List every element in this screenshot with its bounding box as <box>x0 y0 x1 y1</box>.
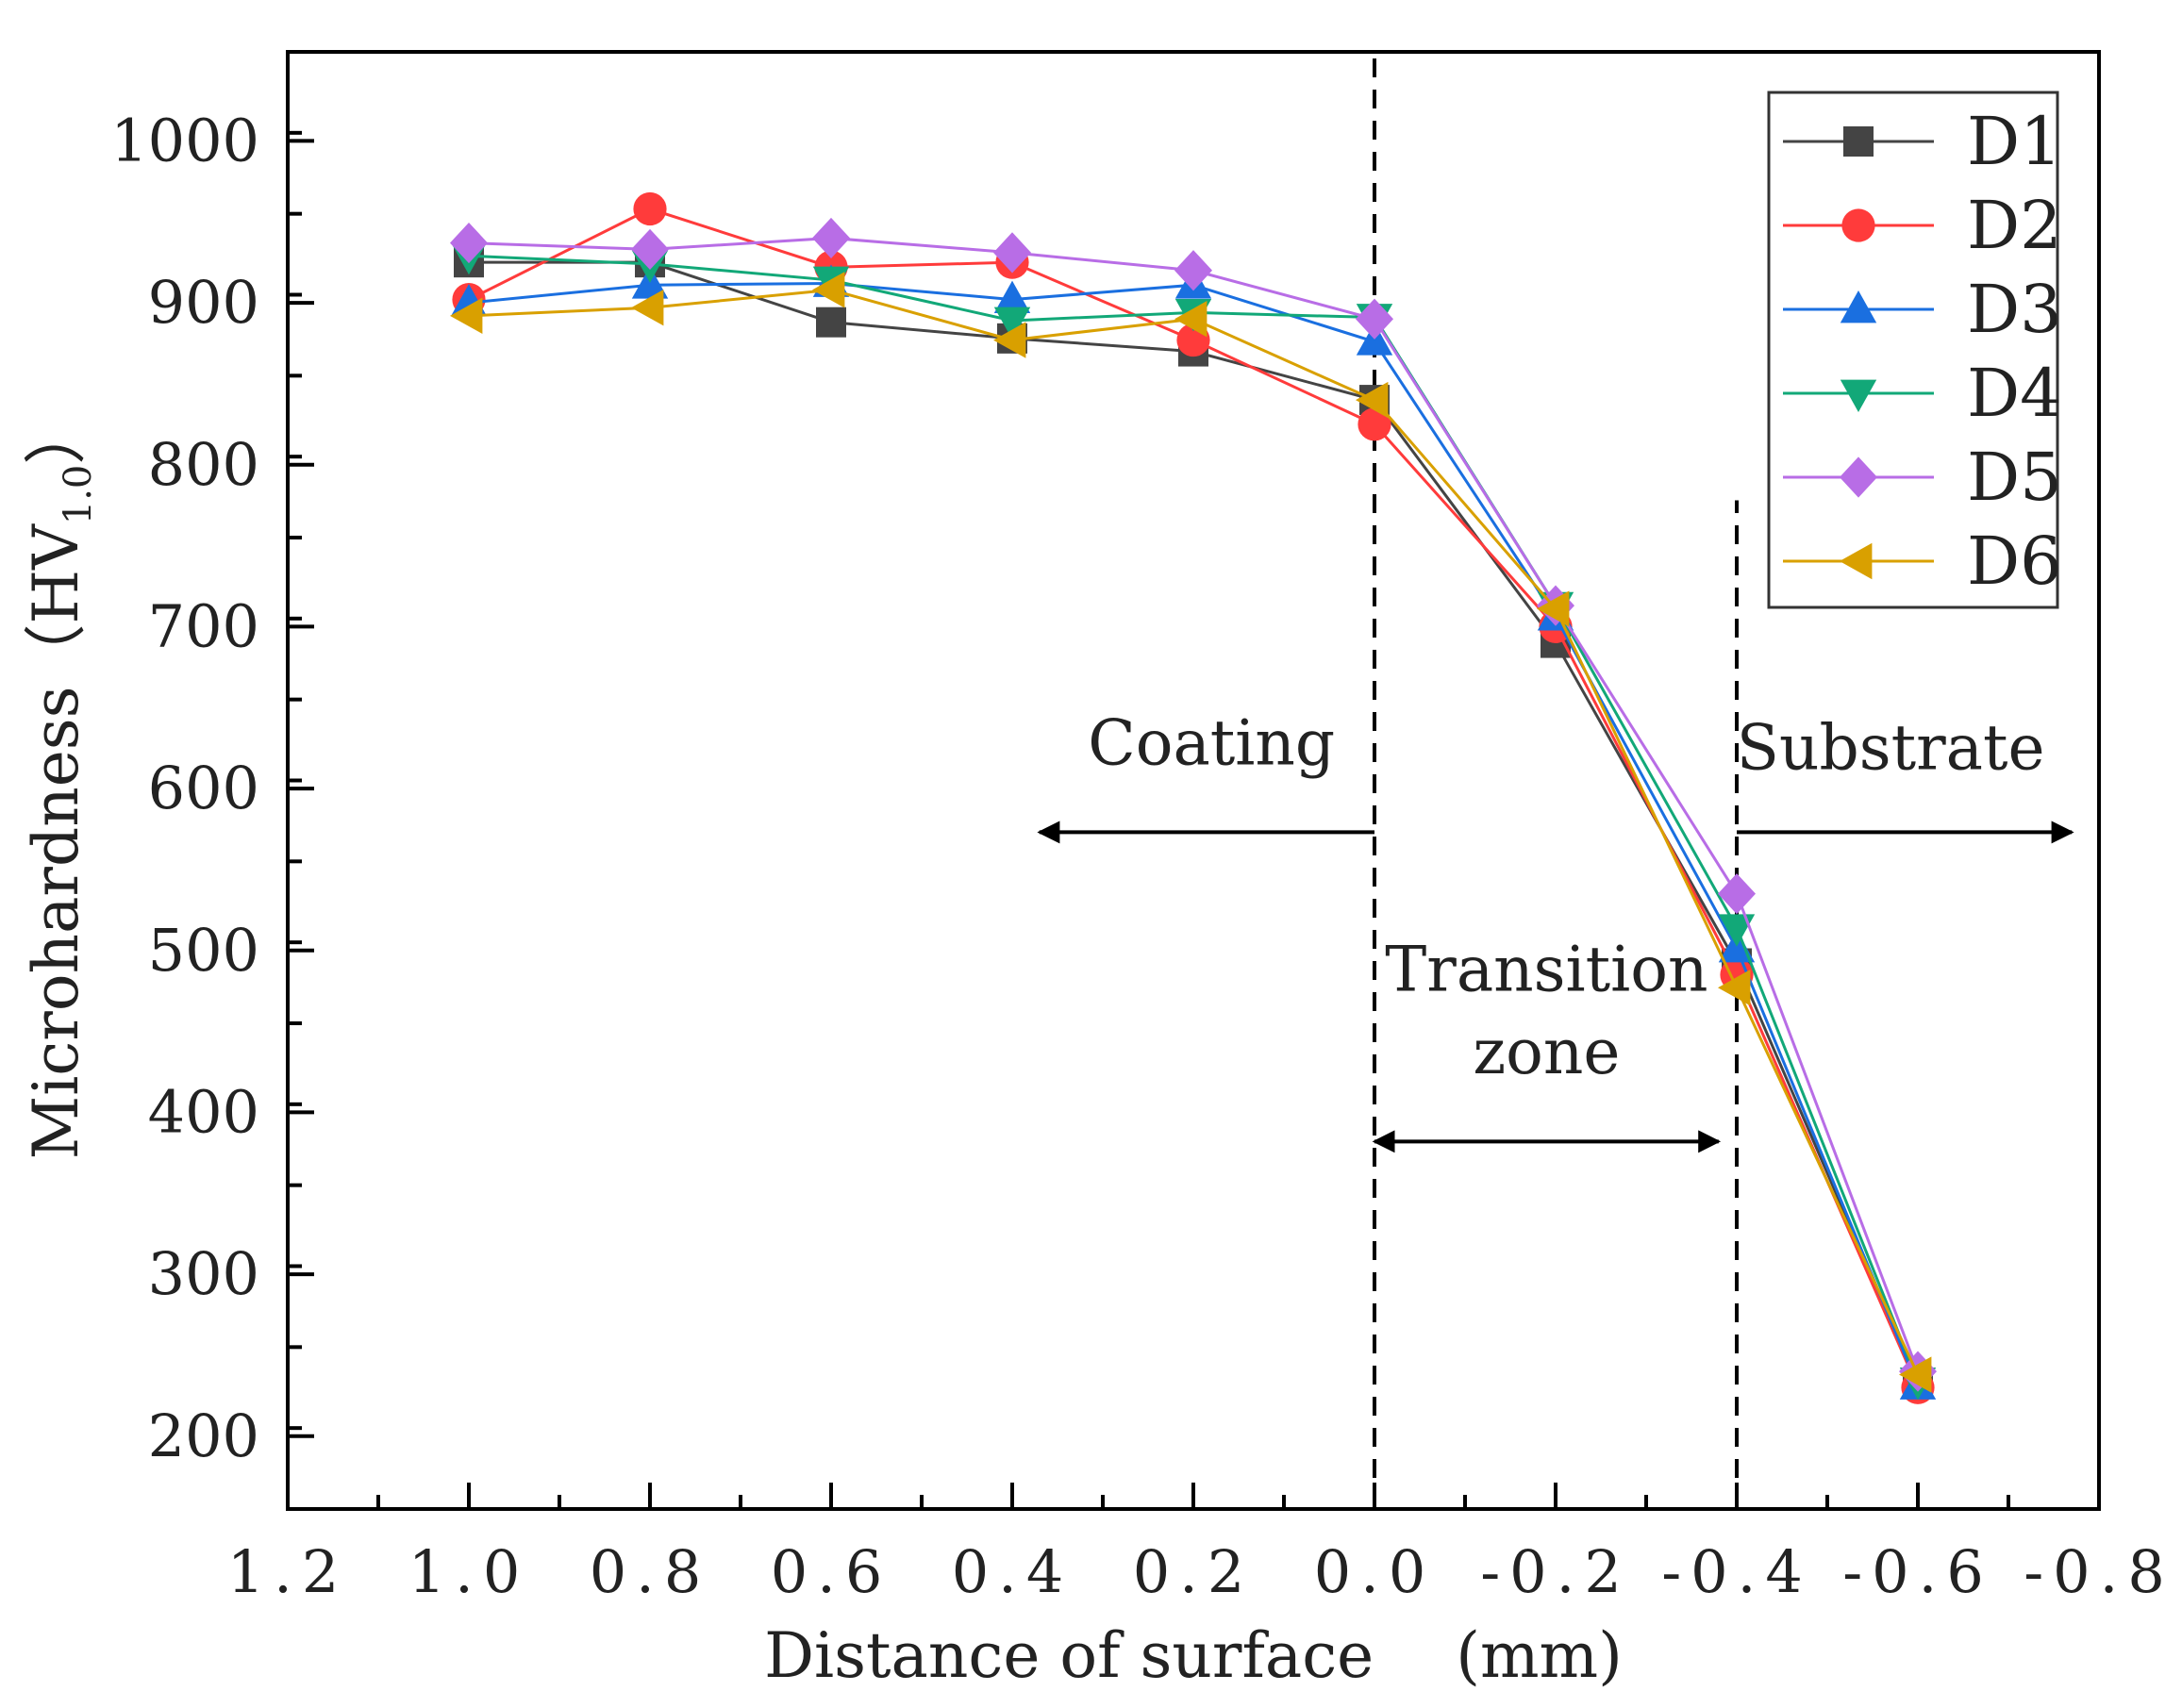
annotation-substrate: Substrate <box>1737 711 2045 784</box>
y-axis-title-close: ） <box>20 403 92 465</box>
legend-marker <box>1843 126 1874 157</box>
y-axis-title-main: Microhardness（HV <box>20 523 92 1159</box>
y-tick-label: 800 <box>148 430 259 499</box>
data-point <box>633 191 667 226</box>
legend-box <box>1767 91 2059 609</box>
x-tick-label: 0.8 <box>590 1537 711 1606</box>
legend-marker <box>1840 290 1877 323</box>
legend-marker <box>1840 379 1877 412</box>
zone-annotations: Coating Substrate Transition zone <box>1088 706 2044 1088</box>
y-tick-label: 700 <box>148 591 259 660</box>
data-point <box>450 222 488 264</box>
y-axis-title: Microhardness（HV1.0） <box>20 403 100 1160</box>
legend-marker <box>1840 542 1873 580</box>
x-tick-label: -0.8 <box>2024 1537 2174 1606</box>
data-point <box>631 228 669 271</box>
series-line <box>468 236 1920 1372</box>
annotation-zone: zone <box>1473 1016 1620 1088</box>
legend-item-d2: D2 <box>1783 187 2062 264</box>
x-tick-label: 0.4 <box>952 1537 1074 1606</box>
y-tick-label: 200 <box>148 1401 259 1470</box>
y-tick-label: 1000 <box>110 106 259 174</box>
legend-marker <box>1841 208 1875 242</box>
y-tick-label: 500 <box>148 916 259 985</box>
y-tick-label: 900 <box>148 268 259 337</box>
x-axis-title: Distance of surface (mm) <box>764 1619 1623 1692</box>
legend-label: D2 <box>1967 187 2062 264</box>
data-point <box>631 290 664 326</box>
data-point <box>812 217 850 259</box>
data-point <box>1899 1356 1932 1393</box>
legend-item-d1: D1 <box>1783 103 2062 180</box>
legend-item-d6: D6 <box>1783 522 2062 600</box>
series-d5 <box>450 217 1937 1392</box>
y-tick-label: 300 <box>148 1239 259 1308</box>
data-point <box>1356 381 1389 419</box>
data-point <box>993 307 1031 340</box>
y-tick-label: 600 <box>148 754 259 822</box>
x-tick-label: 0.2 <box>1133 1537 1255 1606</box>
data-point <box>450 297 483 335</box>
legend-item-d4: D4 <box>1783 355 2062 432</box>
x-tick-label: -0.2 <box>1480 1537 1631 1606</box>
data-point <box>1537 590 1570 627</box>
series-line <box>468 207 1920 1388</box>
data-point <box>993 232 1031 274</box>
annotation-transition: Transition <box>1385 934 1707 1006</box>
legend-label: D5 <box>1967 439 2062 516</box>
y-axis-title-subscript: 1.0 <box>57 465 100 525</box>
series-d6 <box>450 272 1932 1393</box>
zone-arrows <box>1037 821 2074 1153</box>
y-axis: 200 300 400 500 600 700 800 900 1000 <box>110 50 314 1511</box>
series-line <box>468 254 1920 1382</box>
data-point <box>1174 250 1212 291</box>
data-point <box>1718 914 1756 947</box>
legend-label: D3 <box>1967 271 2062 348</box>
data-point <box>1358 407 1391 441</box>
data-point <box>993 280 1031 314</box>
series-d1 <box>454 247 1933 1399</box>
x-tick-label: 0.0 <box>1314 1537 1436 1606</box>
data-point <box>1174 301 1208 338</box>
data-point <box>816 307 846 338</box>
x-tick-label: 1.2 <box>227 1537 349 1606</box>
data-series <box>450 191 1937 1404</box>
x-tick-label: -0.6 <box>1842 1537 1993 1606</box>
legend-item-d5: D5 <box>1783 439 2062 516</box>
data-point <box>1718 970 1751 1006</box>
legend-label: D1 <box>1967 103 2062 180</box>
data-point <box>993 322 1026 358</box>
legend-label: D6 <box>1967 522 2062 600</box>
legend-label: D4 <box>1967 355 2062 432</box>
x-tick-label: 1.0 <box>408 1537 530 1606</box>
series-d2 <box>452 191 1935 1404</box>
series-line <box>469 260 1920 1384</box>
series-d4 <box>450 241 1937 1401</box>
x-axis: 1.2 1.0 0.8 0.6 0.4 0.2 0.0 -0.2 -0.4 -0.6 -0.8 <box>227 1483 2174 1606</box>
data-point <box>1356 298 1393 340</box>
data-point <box>812 272 845 308</box>
zone-boundaries <box>1373 52 1739 1509</box>
y-tick-label: 400 <box>148 1077 259 1146</box>
legend-item-d3: D3 <box>1783 271 2062 348</box>
annotation-coating: Coating <box>1088 706 1335 779</box>
data-point <box>1718 873 1756 915</box>
x-tick-label: -0.4 <box>1661 1537 1812 1606</box>
legend-marker <box>1840 456 1877 498</box>
x-tick-label: 0.6 <box>771 1537 892 1606</box>
